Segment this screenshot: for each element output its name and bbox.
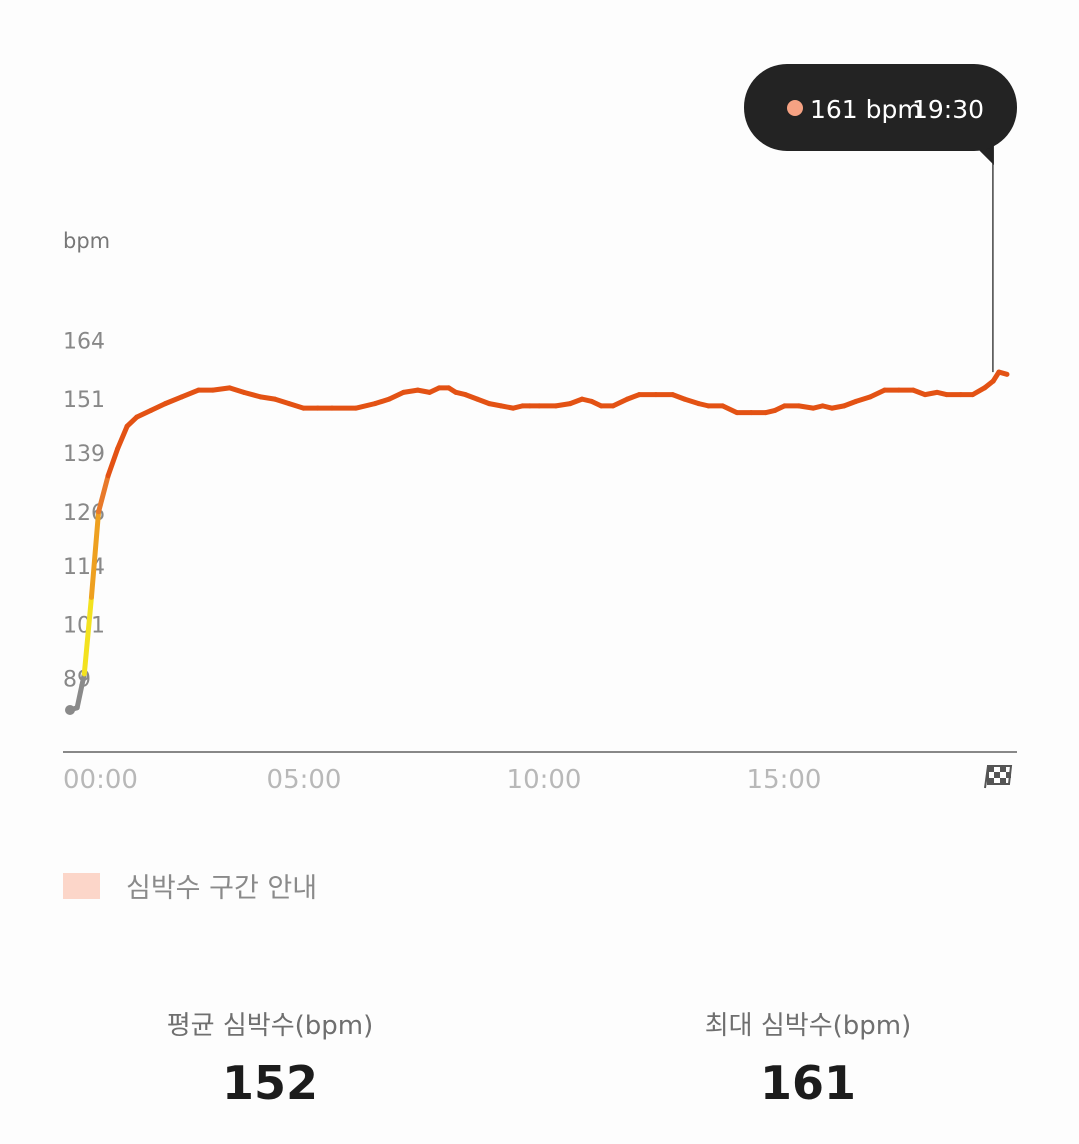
y-tick-label: 139 — [63, 442, 105, 467]
y-tick-label: 151 — [63, 388, 105, 413]
line-segment — [996, 369, 1010, 377]
line-segment — [386, 389, 406, 402]
x-tick-label: 10:00 — [507, 765, 582, 795]
y-tick-label: 101 — [63, 613, 105, 638]
x-tick-label: 05:00 — [267, 765, 342, 795]
line-segment — [96, 473, 111, 515]
legend-swatch — [63, 872, 100, 899]
x-tick-label: 00:00 — [63, 765, 138, 795]
tooltip-time: 19:30 — [912, 95, 984, 124]
start-point — [65, 705, 75, 715]
average-heart-rate-label: 평균 심박수(bpm) — [166, 1011, 374, 1041]
x-tick-labels: 00:00 05:00 10:00 15:00 — [63, 765, 821, 795]
y-tick-label: 164 — [63, 330, 105, 355]
max-heart-rate-stat: 최대 심박수(bpm) 161 — [628, 1005, 988, 1110]
line-segment — [81, 594, 94, 677]
value-tooltip: 161 bpm 19:30 — [744, 64, 1017, 373]
y-tick-label: 114 — [63, 555, 105, 580]
line-segment — [162, 394, 185, 407]
y-axis-label: bpm — [63, 229, 110, 253]
max-heart-rate-label: 최대 심박수(bpm) — [704, 1011, 912, 1041]
x-tick-label: 15:00 — [747, 765, 822, 795]
line-segment — [210, 385, 233, 393]
line-segment — [867, 387, 888, 400]
tooltip-marker-dot — [787, 100, 803, 116]
line-segment — [74, 671, 87, 711]
tooltip-value: 161 bpm — [810, 95, 922, 124]
line-segment — [179, 387, 202, 400]
line-segment — [241, 389, 264, 400]
line-segment — [610, 396, 630, 409]
average-heart-rate-stat: 평균 심박수(bpm) 152 — [90, 1005, 450, 1110]
line-segment — [105, 446, 121, 479]
heart-rate-line — [65, 369, 1010, 715]
tooltip-box — [744, 64, 1017, 151]
line-segment — [720, 403, 740, 416]
line-segment — [353, 401, 378, 411]
legend-label: 심박수 구간 안내 — [126, 873, 318, 904]
checkered-finish-flag-icon — [984, 765, 1013, 789]
max-heart-rate-value: 161 — [759, 1056, 857, 1110]
heart-rate-zone-legend[interactable]: 심박수 구간 안내 — [63, 866, 317, 905]
average-heart-rate-value: 152 — [221, 1056, 319, 1110]
line-segment — [88, 509, 102, 600]
line-segment — [134, 407, 154, 420]
line-segment — [115, 423, 130, 452]
line-segment — [148, 401, 168, 413]
